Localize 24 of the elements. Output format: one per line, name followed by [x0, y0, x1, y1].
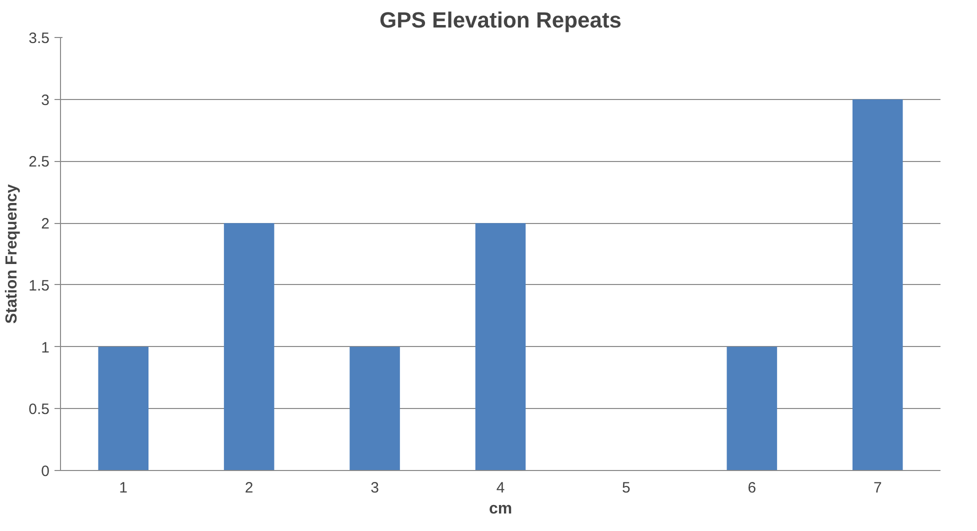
y-tick-label: 2 [41, 216, 50, 233]
x-tick-label: 1 [119, 480, 128, 496]
x-tick-label: 2 [244, 480, 254, 496]
bar [726, 346, 778, 470]
chart-title: GPS Elevation Repeats [379, 8, 622, 32]
bar [98, 346, 148, 470]
bar [852, 99, 903, 470]
y-tick-label: 1.5 [28, 277, 50, 294]
bar [475, 223, 526, 470]
y-axis-title: Station Frequency [4, 184, 21, 324]
x-tick-label: 6 [748, 480, 756, 496]
y-tick-label: 3.5 [28, 30, 50, 47]
x-tick-label: 4 [496, 480, 505, 496]
x-tick-label: 3 [370, 480, 379, 496]
y-tick-label: 0.5 [28, 401, 50, 418]
x-tick-label: 7 [873, 480, 882, 496]
y-tick-label: 2.5 [28, 154, 50, 171]
y-tick-label: 0 [41, 463, 50, 480]
x-axis-title: cm [488, 500, 512, 518]
bar [224, 223, 274, 470]
y-tick-label: 3 [41, 92, 50, 109]
x-tick-label: 5 [622, 480, 630, 496]
y-tick-label: 1 [41, 339, 50, 356]
bar [350, 346, 400, 470]
